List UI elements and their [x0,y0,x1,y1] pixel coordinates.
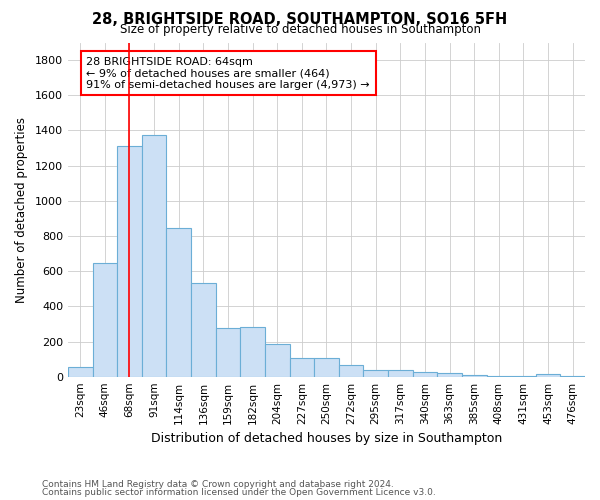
Bar [240,328,265,376]
Bar [437,373,462,376]
Bar [68,367,92,376]
Bar [166,228,191,376]
Bar [142,135,166,376]
Bar [388,370,413,376]
Y-axis label: Number of detached properties: Number of detached properties [15,116,28,302]
X-axis label: Distribution of detached houses by size in Southampton: Distribution of detached houses by size … [151,432,502,445]
Text: 28 BRIGHTSIDE ROAD: 64sqm
← 9% of detached houses are smaller (464)
91% of semi-: 28 BRIGHTSIDE ROAD: 64sqm ← 9% of detach… [86,56,370,90]
Bar [215,328,240,376]
Text: Size of property relative to detached houses in Southampton: Size of property relative to detached ho… [119,22,481,36]
Text: Contains public sector information licensed under the Open Government Licence v3: Contains public sector information licen… [42,488,436,497]
Bar [290,358,314,376]
Bar [536,374,560,376]
Bar [314,358,339,376]
Bar [364,370,388,376]
Bar [92,263,117,376]
Bar [265,344,290,376]
Bar [339,364,364,376]
Text: 28, BRIGHTSIDE ROAD, SOUTHAMPTON, SO16 5FH: 28, BRIGHTSIDE ROAD, SOUTHAMPTON, SO16 5… [92,12,508,28]
Bar [117,146,142,376]
Bar [462,374,487,376]
Bar [191,284,215,376]
Bar [413,372,437,376]
Text: Contains HM Land Registry data © Crown copyright and database right 2024.: Contains HM Land Registry data © Crown c… [42,480,394,489]
